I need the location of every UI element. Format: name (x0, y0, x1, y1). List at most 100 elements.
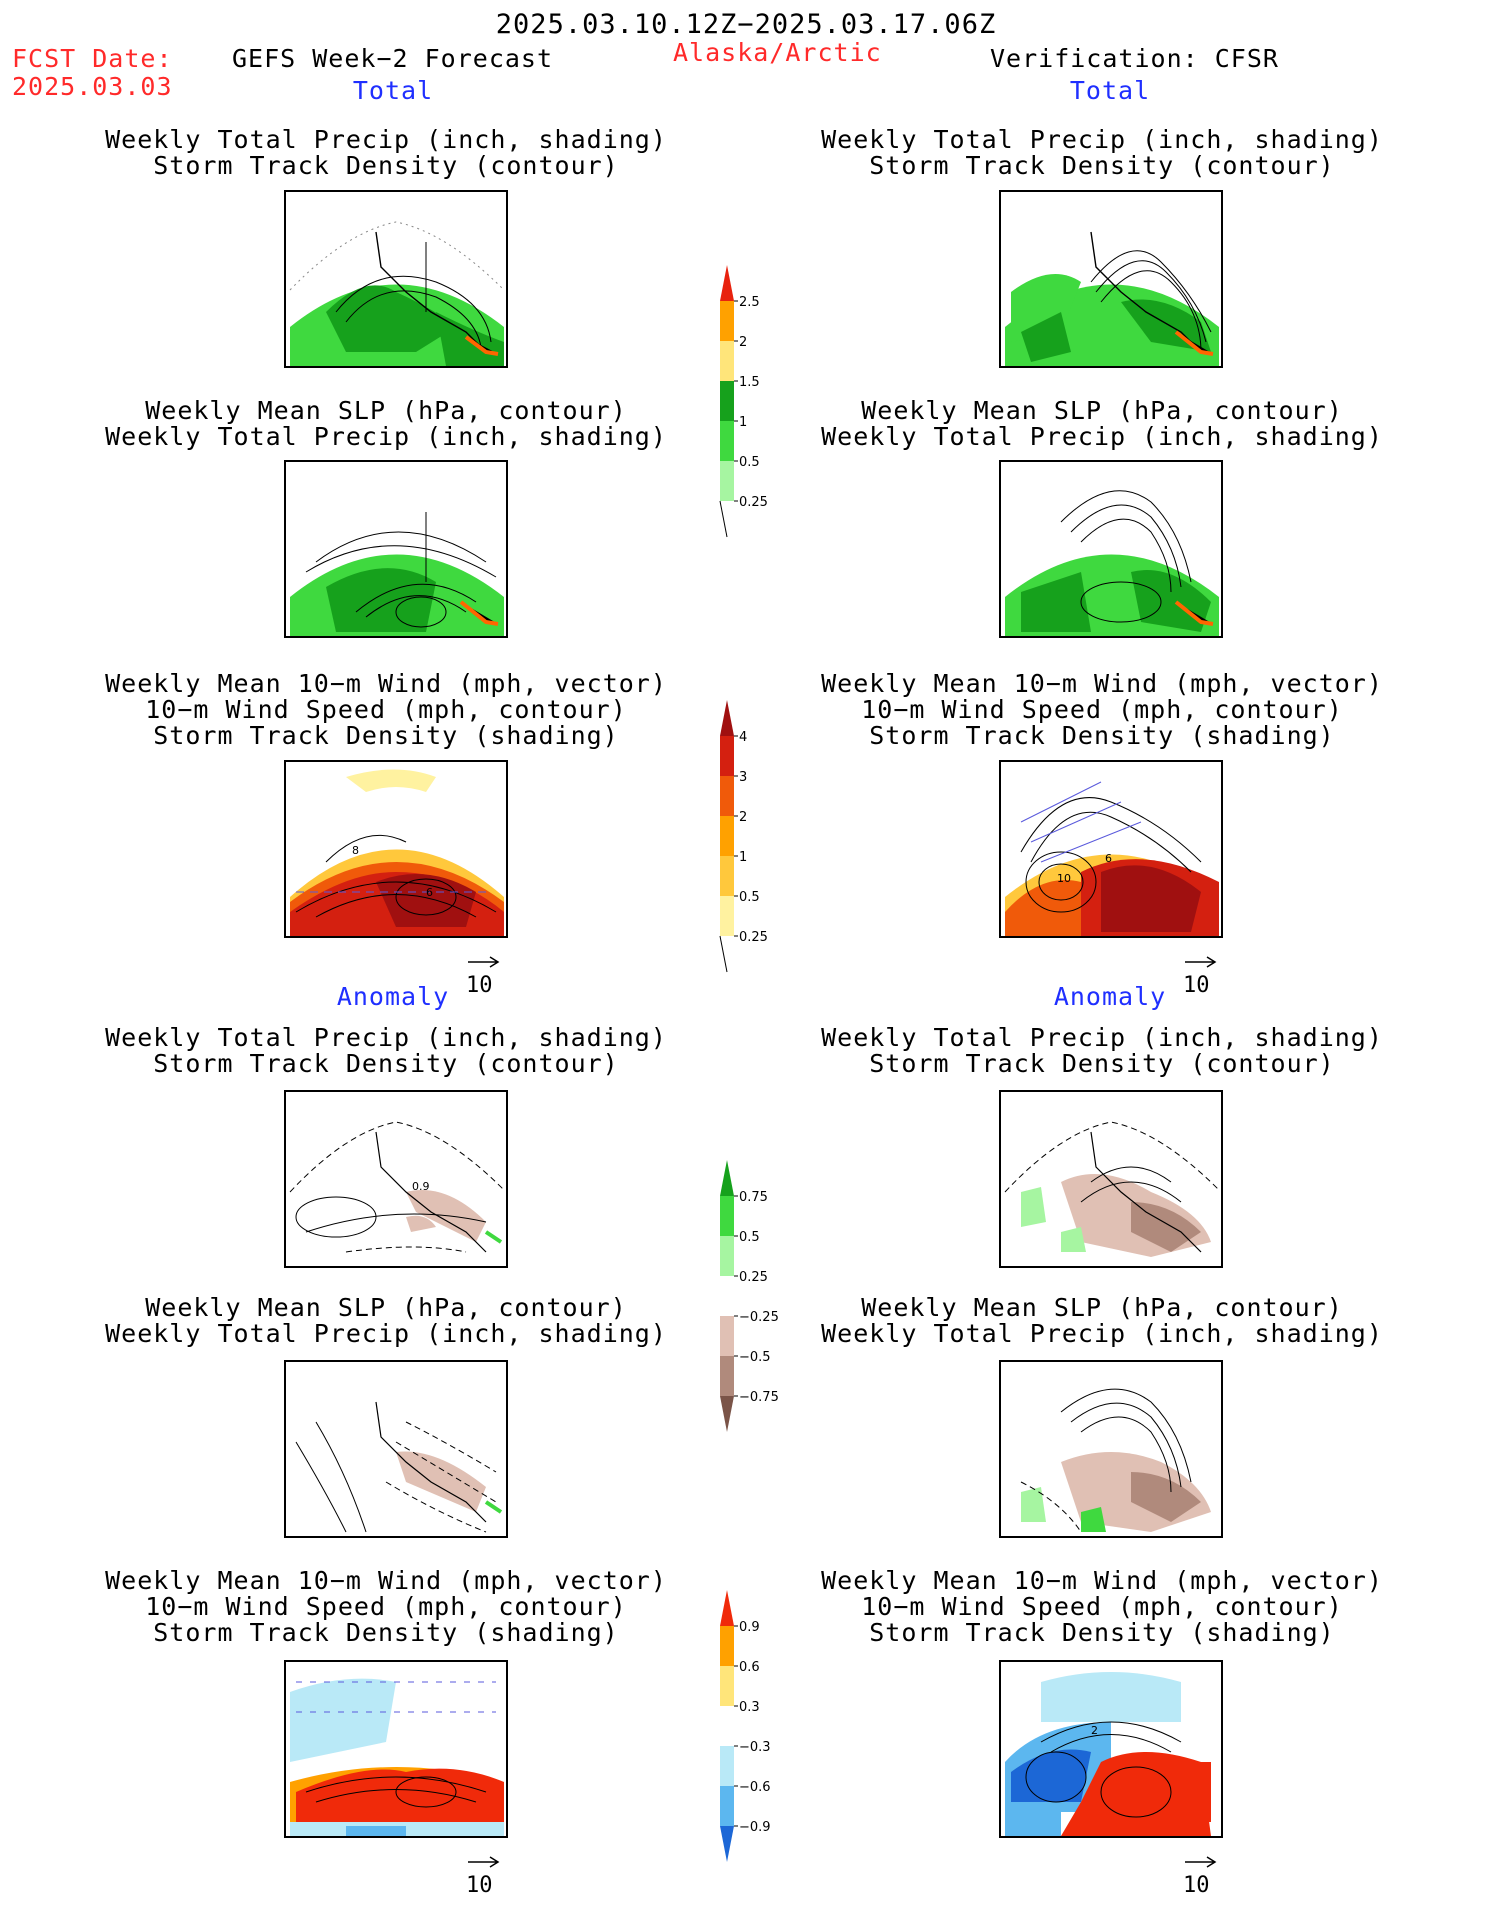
colorbar-label: 0.9 (739, 1620, 760, 1635)
colorbar-segment (720, 1786, 734, 1826)
storm-label-gefs-1: 8 (352, 844, 359, 857)
map-cfsr-wind-storm: 10 6 (999, 760, 1223, 938)
fcst-date-label: FCST Date: (12, 44, 173, 73)
date-range-title: 2025.03.10.12Z−2025.03.17.06Z (495, 9, 997, 40)
colorbar-label: 0.5 (739, 890, 760, 905)
colorbar-anom-storm: 0.9 0.6 0.3 −0.3 −0.6 −0.9 (718, 1590, 798, 1880)
fcst-date-value: 2025.03.03 (12, 72, 173, 101)
colorbar-segment (720, 1626, 734, 1666)
colorbar-label: 1.5 (739, 375, 760, 390)
map-gefs-total-precip-storm-plot (289, 221, 505, 366)
map-gefs-anom-wind-storm (284, 1660, 508, 1838)
colorbar-label: 2.5 (739, 295, 760, 310)
title-r2-line1: Weekly Mean SLP (hPa, contour) (861, 396, 1343, 425)
section-anomaly-right: Anomaly (1053, 982, 1167, 1011)
vector-ref-r3: 10 (1183, 950, 1219, 998)
colorbar-label: 0.3 (739, 1700, 760, 1715)
section-anomaly-left: Anomaly (336, 982, 450, 1011)
map-cfsr-anom-slp-precip (999, 1360, 1223, 1538)
colorbar-segment (720, 1276, 734, 1316)
colorbar-segment (720, 421, 734, 461)
colorbar-anom-precip-svg: 0.75 0.5 0.25 −0.25 −0.5 −0.75 (720, 1160, 779, 1432)
title-r2-line2: Weekly Total Precip (inch, shading) (821, 422, 1383, 451)
colorbar-label: −0.6 (739, 1780, 771, 1795)
colorbar-top-arrow (720, 1160, 734, 1196)
colorbar-label: 0.75 (739, 1190, 768, 1205)
colorbar-total-storm: 4 3 2 1 0.5 0.25 (718, 700, 798, 990)
colorbar-top-arrow (720, 265, 734, 301)
colorbar-segment (720, 301, 734, 341)
map-cfsr-anom-precip-storm (999, 1090, 1223, 1268)
colorbar-bottom-tail (719, 500, 728, 538)
map-gefs-anom-slp-precip-plot (295, 1401, 503, 1533)
colorbar-label: 0.5 (739, 1230, 760, 1245)
colorbar-bottom-arrow (720, 1396, 734, 1432)
colorbar-segment (720, 856, 734, 896)
map-gefs-slp-precip-plot (290, 512, 504, 636)
title-l6-line1: Weekly Mean 10−m Wind (mph, vector) (105, 1566, 667, 1595)
region-title: Alaska/Arctic (673, 38, 882, 67)
map-cfsr-anom-precip-storm-plot (1004, 1121, 1220, 1257)
colorbar-segment (720, 1356, 734, 1396)
map-cfsr-anom-wind-storm: 2 (999, 1660, 1223, 1838)
colorbar-segment (720, 1746, 734, 1786)
vector-arrow-icon (468, 956, 500, 968)
map-cfsr-anom-slp-precip-plot (1020, 1388, 1211, 1533)
title-r3-line2: 10−m Wind Speed (mph, contour) (861, 695, 1343, 724)
map-cfsr-total-precip-storm (999, 190, 1223, 368)
colorbar-label: −0.3 (739, 1740, 771, 1755)
vector-arrow-icon (1185, 956, 1217, 968)
title-l2-line1: Weekly Mean SLP (hPa, contour) (145, 396, 627, 425)
colorbar-top-arrow (720, 700, 734, 736)
title-l6-line3: Storm Track Density (shading) (153, 1618, 619, 1647)
title-r1-line1: Weekly Total Precip (inch, shading) (821, 125, 1383, 154)
colorbar-label: 2 (739, 810, 747, 825)
title-l4-line2: Storm Track Density (contour) (153, 1049, 619, 1078)
colorbar-label: −0.5 (739, 1350, 771, 1365)
vector-ref-label: 10 (1183, 1873, 1210, 1898)
title-r6-line3: Storm Track Density (shading) (869, 1618, 1335, 1647)
map-gefs-slp-precip (284, 460, 508, 638)
colorbar-label: −0.75 (739, 1390, 779, 1405)
title-l1-line2: Storm Track Density (contour) (153, 151, 619, 180)
vector-ref-l6: 10 (466, 1850, 502, 1898)
title-l1-line1: Weekly Total Precip (inch, shading) (105, 125, 667, 154)
title-l5-line1: Weekly Mean SLP (hPa, contour) (145, 1293, 627, 1322)
colorbar-label: 3 (739, 770, 747, 785)
anom-wind-label: 2 (1091, 1724, 1098, 1737)
colorbar-label: 4 (739, 730, 747, 745)
title-r5-line1: Weekly Mean SLP (hPa, contour) (861, 1293, 1343, 1322)
map-cfsr-slp-precip-plot (1005, 490, 1219, 636)
colorbar-label: 0.25 (739, 1270, 768, 1285)
colorbar-segment (720, 1196, 734, 1236)
title-r3-line3: Storm Track Density (shading) (869, 721, 1335, 750)
map-cfsr-total-precip-storm-plot (1005, 231, 1219, 366)
colorbar-segment (720, 341, 734, 381)
storm-label-gefs-2: 6 (426, 886, 433, 899)
title-l3-line2: 10−m Wind Speed (mph, contour) (145, 695, 627, 724)
vector-ref-label: 10 (1183, 973, 1210, 998)
title-l5-line2: Weekly Total Precip (inch, shading) (105, 1319, 667, 1348)
verification-title: Verification: CFSR (990, 44, 1279, 73)
colorbar-segment (720, 1316, 734, 1356)
storm-label-cfsr-2: 6 (1105, 852, 1112, 865)
vector-ref-r6: 10 (1183, 1850, 1219, 1898)
map-gefs-wind-storm: 8 6 (284, 760, 508, 938)
storm-label-cfsr-1: 10 (1057, 872, 1071, 885)
colorbar-label: 1 (739, 415, 747, 430)
colorbar-bottom-tail (719, 935, 728, 973)
map-cfsr-slp-precip (999, 460, 1223, 638)
colorbar-segment (720, 1236, 734, 1276)
title-l6-line2: 10−m Wind Speed (mph, contour) (145, 1592, 627, 1621)
colorbar-label: 0.25 (739, 930, 768, 945)
colorbar-total-precip: 2.5 2 1.5 1 0.5 0.25 (718, 265, 798, 555)
map-gefs-anom-precip-storm-plot: 0.9 (289, 1121, 505, 1253)
map-cfsr-wind-storm-plot: 10 6 (1005, 781, 1219, 936)
anom-storm-label: 0.9 (412, 1180, 430, 1193)
colorbar-label: 2 (739, 335, 747, 350)
title-r6-line2: 10−m Wind Speed (mph, contour) (861, 1592, 1343, 1621)
colorbar-label: 0.6 (739, 1660, 760, 1675)
colorbar-label: −0.9 (739, 1820, 771, 1835)
map-gefs-anom-wind-storm-plot (290, 1678, 504, 1836)
colorbar-segment (720, 1706, 734, 1746)
